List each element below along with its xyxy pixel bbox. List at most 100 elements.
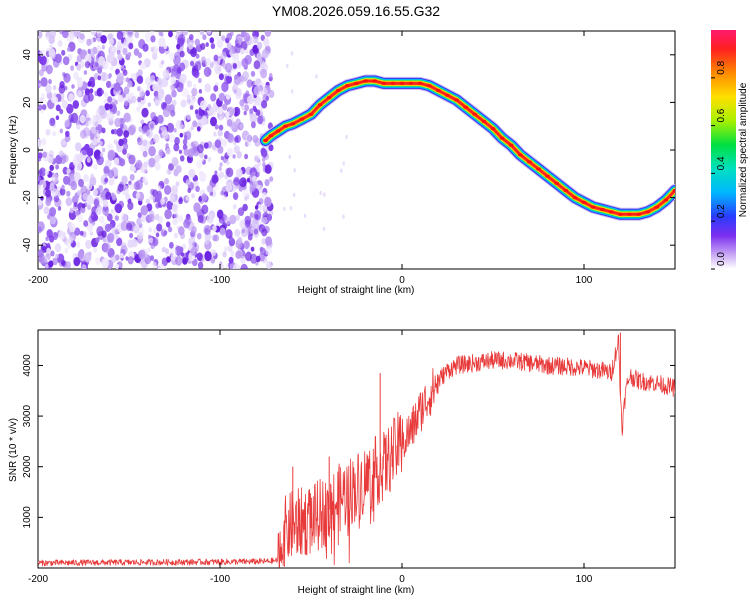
noise-speckle xyxy=(145,198,150,204)
noise-speckle xyxy=(123,86,130,95)
noise-speckle xyxy=(345,134,348,140)
noise-speckle xyxy=(293,168,296,173)
noise-speckle xyxy=(109,52,115,61)
noise-speckle xyxy=(56,186,61,191)
noise-speckle xyxy=(261,100,268,109)
noise-speckle xyxy=(50,250,55,257)
noise-speckle xyxy=(90,31,97,36)
ridge-point xyxy=(390,81,396,85)
noise-speckle xyxy=(154,154,160,163)
noise-speckle xyxy=(94,121,99,128)
noise-speckle xyxy=(166,122,175,133)
noise-speckle xyxy=(106,111,115,122)
noise-speckle xyxy=(65,261,71,269)
noise-speckle xyxy=(79,33,85,40)
noise-speckle xyxy=(83,174,89,183)
noise-speckle xyxy=(232,263,241,269)
noise-speckle xyxy=(191,87,198,97)
noise-speckle xyxy=(171,89,177,98)
noise-speckle xyxy=(234,43,242,54)
noise-speckle xyxy=(257,115,264,125)
noise-speckle xyxy=(170,84,176,92)
ridge-point xyxy=(317,103,323,107)
noise-speckle xyxy=(114,215,119,221)
spectrogram-ridge xyxy=(259,74,675,221)
noise-speckle xyxy=(253,60,261,70)
noise-speckle xyxy=(176,43,181,50)
noise-speckle xyxy=(99,141,103,146)
noise-speckle xyxy=(101,257,109,269)
noise-speckle xyxy=(231,46,237,53)
noise-speckle xyxy=(148,146,156,157)
noise-speckle xyxy=(64,247,69,254)
noise-speckle xyxy=(240,48,245,55)
noise-speckle xyxy=(87,48,92,55)
noise-speckle xyxy=(178,197,183,205)
noise-speckle xyxy=(190,141,195,147)
noise-speckle xyxy=(253,210,262,221)
noise-speckle xyxy=(107,96,113,103)
ridge-point xyxy=(268,134,274,138)
noise-speckle xyxy=(268,89,275,99)
noise-speckle xyxy=(89,176,97,187)
noise-speckle xyxy=(243,31,248,38)
noise-speckle xyxy=(61,49,66,56)
noise-speckle xyxy=(51,173,59,183)
noise-speckle xyxy=(166,256,171,263)
noise-speckle xyxy=(243,104,250,112)
noise-speckle xyxy=(45,35,50,41)
noise-speckle xyxy=(252,135,259,143)
snr-series xyxy=(38,332,675,568)
noise-speckle xyxy=(235,89,242,97)
y-tick-label: -40 xyxy=(22,238,33,253)
noise-speckle xyxy=(232,53,240,64)
noise-speckle xyxy=(168,52,176,61)
noise-speckle xyxy=(90,211,97,221)
colorbar-tick-label: 0.4 xyxy=(716,156,727,170)
noise-speckle xyxy=(83,70,88,75)
noise-speckle xyxy=(121,175,128,185)
noise-speckle xyxy=(221,35,226,42)
noise-speckle xyxy=(218,92,225,102)
noise-speckle xyxy=(177,214,184,223)
noise-speckle xyxy=(77,79,83,88)
snr-xlabel: Height of straight line (km) xyxy=(298,585,415,596)
noise-speckle xyxy=(150,112,157,120)
noise-speckle xyxy=(81,264,87,269)
noise-speckle xyxy=(175,255,183,266)
noise-speckle xyxy=(103,242,111,254)
noise-speckle xyxy=(114,229,119,235)
noise-speckle xyxy=(157,215,164,224)
noise-speckle xyxy=(104,211,109,217)
noise-speckle xyxy=(185,195,190,201)
noise-speckle xyxy=(54,243,62,253)
noise-speckle xyxy=(167,169,172,175)
noise-speckle xyxy=(261,48,269,59)
noise-speckle xyxy=(59,187,66,196)
noise-speckle xyxy=(170,185,179,196)
noise-speckle xyxy=(173,143,180,152)
noise-speckle xyxy=(116,110,121,116)
noise-speckle xyxy=(142,176,148,184)
noise-speckle xyxy=(191,193,195,199)
noise-speckle xyxy=(39,179,47,190)
noise-speckle xyxy=(163,230,168,236)
noise-speckle xyxy=(249,113,258,124)
noise-speckle xyxy=(283,206,286,212)
noise-speckle xyxy=(67,47,71,52)
noise-speckle xyxy=(97,67,103,74)
noise-speckle xyxy=(103,165,110,174)
noise-speckle xyxy=(269,73,273,78)
y-tick-label: 4000 xyxy=(22,354,33,377)
ridge-point xyxy=(545,174,550,178)
noise-speckle xyxy=(246,134,252,142)
noise-speckle xyxy=(179,132,183,138)
noise-speckle xyxy=(235,215,240,221)
noise-speckle xyxy=(62,56,70,66)
noise-speckle xyxy=(79,230,84,236)
noise-speckle xyxy=(168,133,176,143)
noise-speckle xyxy=(55,253,59,259)
noise-speckle xyxy=(157,88,165,98)
noise-speckle xyxy=(96,155,104,166)
noise-speckle xyxy=(210,43,216,50)
